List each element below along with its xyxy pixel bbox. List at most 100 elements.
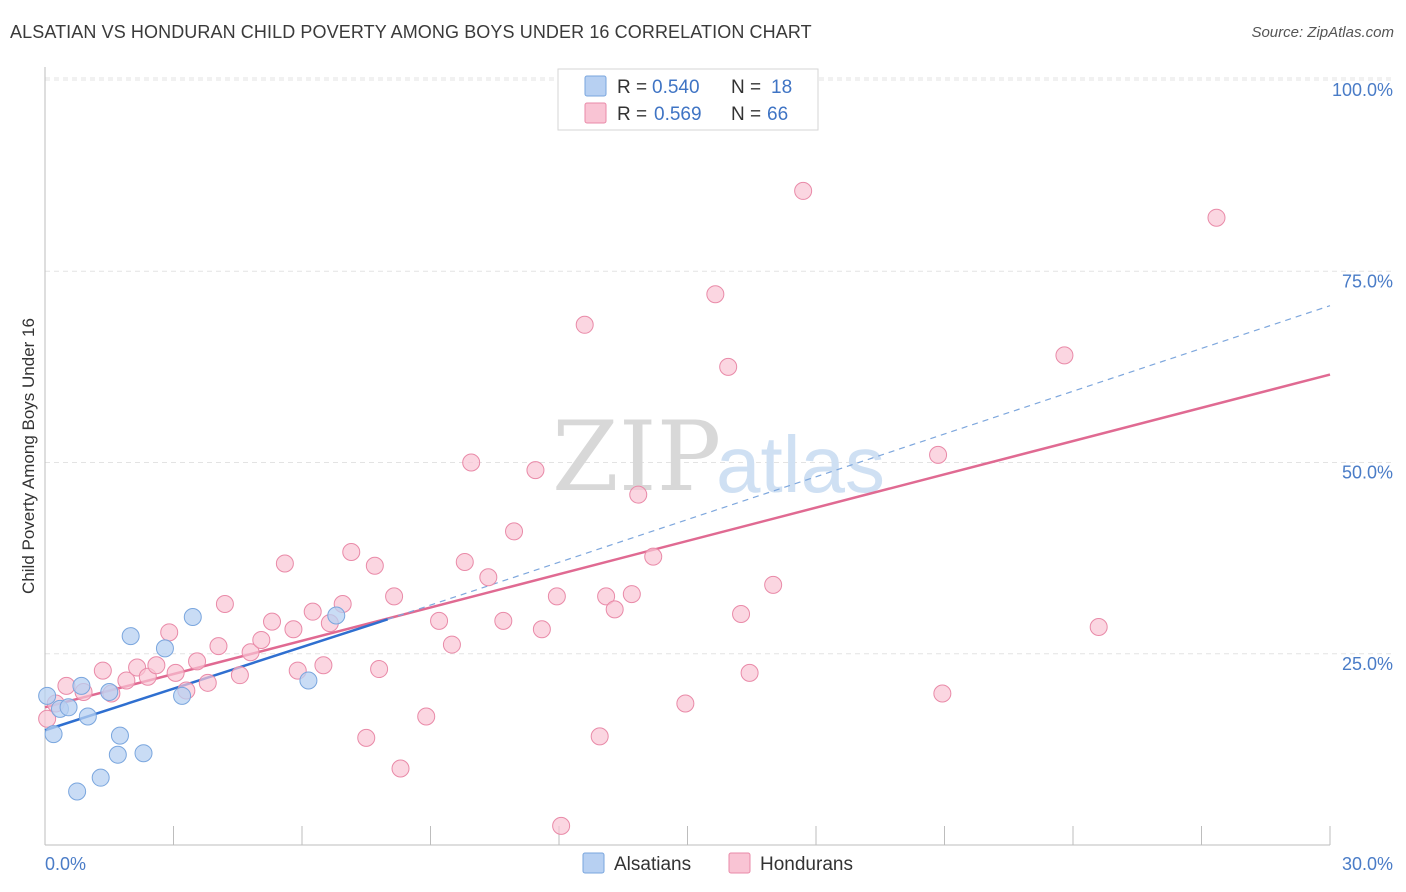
point-honduran [241, 643, 260, 662]
point-honduran [552, 816, 571, 835]
point-alsatian [299, 671, 318, 690]
y-tick-label: 100.0% [1332, 80, 1393, 100]
point-honduran [644, 547, 663, 566]
point-honduran [719, 357, 738, 376]
y-tick-label: 50.0% [1342, 463, 1393, 483]
point-honduran [391, 759, 410, 778]
point-honduran [284, 620, 303, 639]
point-honduran [494, 611, 513, 630]
point-alsatian [100, 683, 119, 701]
point-honduran [740, 663, 759, 682]
point-honduran [505, 522, 524, 541]
point-honduran [706, 285, 725, 304]
point-honduran [597, 587, 616, 606]
point-alsatian [108, 745, 127, 764]
point-honduran [342, 543, 361, 562]
point-alsatian [110, 726, 129, 745]
legend-r-value-hondurans: 0.569 [654, 104, 702, 125]
point-alsatian [91, 768, 110, 787]
legend-r-label-alsatians: R = [617, 77, 647, 98]
point-honduran [676, 694, 695, 713]
y-tick-label: 75.0% [1342, 271, 1393, 291]
bottom-legend-swatch-alsatians [582, 852, 605, 874]
x-tick-label: 0.0% [45, 854, 86, 874]
bottom-legend: Alsatians Hondurans [582, 852, 853, 875]
point-honduran [160, 623, 179, 642]
point-alsatian [121, 627, 140, 646]
point-honduran [57, 676, 76, 695]
point-honduran [252, 630, 271, 649]
point-honduran [166, 663, 185, 682]
point-alsatian [155, 639, 174, 658]
point-alsatian [134, 744, 153, 763]
watermark-atlas: atlas [716, 420, 885, 509]
trend-line-alsatians-extension [387, 305, 1331, 620]
point-honduran [462, 453, 481, 472]
point-honduran [575, 315, 594, 334]
point-honduran [442, 635, 461, 654]
point-honduran [1207, 208, 1226, 227]
point-honduran [209, 637, 228, 656]
point-alsatian [44, 725, 63, 744]
legend-r-label-hondurans: R = [617, 104, 647, 125]
point-honduran [147, 656, 166, 675]
point-honduran [732, 604, 751, 623]
source-label: Source: ZipAtlas.com [1251, 24, 1394, 41]
point-honduran [188, 652, 207, 671]
legend-n-label-alsatians: N = [731, 77, 761, 98]
point-honduran [417, 707, 436, 726]
y-tick-label: 25.0% [1342, 654, 1393, 674]
gridlines [45, 77, 1393, 655]
point-honduran [117, 671, 136, 690]
point-honduran [215, 595, 234, 614]
point-honduran [479, 568, 498, 587]
point-alsatian [78, 707, 97, 726]
point-alsatian [38, 686, 57, 705]
chart-title: ALSATIAN VS HONDURAN CHILD POVERTY AMONG… [10, 22, 812, 42]
point-honduran [365, 556, 384, 575]
point-honduran [794, 181, 813, 200]
point-honduran [629, 485, 648, 504]
y-tick-labels: 25.0% 50.0% 75.0% 100.0% [1332, 80, 1393, 674]
point-honduran [1055, 346, 1074, 365]
point-honduran [933, 684, 952, 703]
point-honduran [929, 445, 948, 464]
point-honduran [455, 552, 474, 571]
bottom-legend-label-alsatians: Alsatians [614, 854, 691, 875]
point-honduran [532, 620, 551, 639]
legend-swatch-hondurans [584, 102, 607, 124]
data-points [38, 181, 1226, 835]
point-honduran [764, 575, 783, 594]
point-honduran [1089, 617, 1108, 636]
y-axis-label: Child Poverty Among Boys Under 16 [19, 318, 38, 594]
legend-r-value-alsatians: 0.540 [652, 77, 700, 98]
point-alsatian [59, 698, 78, 717]
x-tick-label: 30.0% [1342, 854, 1393, 874]
legend-n-value-hondurans: 66 [767, 104, 788, 125]
legend: R = 0.540 N = 18 R = 0.569 N = 66 [557, 68, 819, 131]
legend-n-value-alsatians: 18 [771, 77, 792, 98]
point-honduran [93, 661, 112, 680]
point-alsatian [183, 608, 202, 627]
point-honduran [385, 587, 404, 606]
point-alsatian [72, 676, 91, 695]
point-honduran [526, 461, 545, 480]
point-honduran [370, 660, 389, 679]
trend-line-alsatians [44, 618, 389, 732]
point-honduran [547, 587, 566, 606]
point-honduran [275, 554, 294, 573]
point-honduran [263, 612, 282, 631]
point-honduran [357, 728, 376, 747]
point-honduran [430, 611, 449, 630]
point-honduran [230, 666, 249, 685]
watermark: ZIP atlas [552, 401, 885, 513]
bottom-legend-label-hondurans: Hondurans [760, 854, 853, 875]
point-honduran [314, 656, 333, 675]
point-honduran [605, 600, 624, 619]
point-honduran [303, 602, 322, 621]
legend-swatch-alsatians [584, 75, 607, 97]
x-tick-labels: 0.0% 30.0% [45, 854, 1393, 874]
point-honduran [622, 585, 641, 604]
point-honduran [590, 727, 609, 746]
